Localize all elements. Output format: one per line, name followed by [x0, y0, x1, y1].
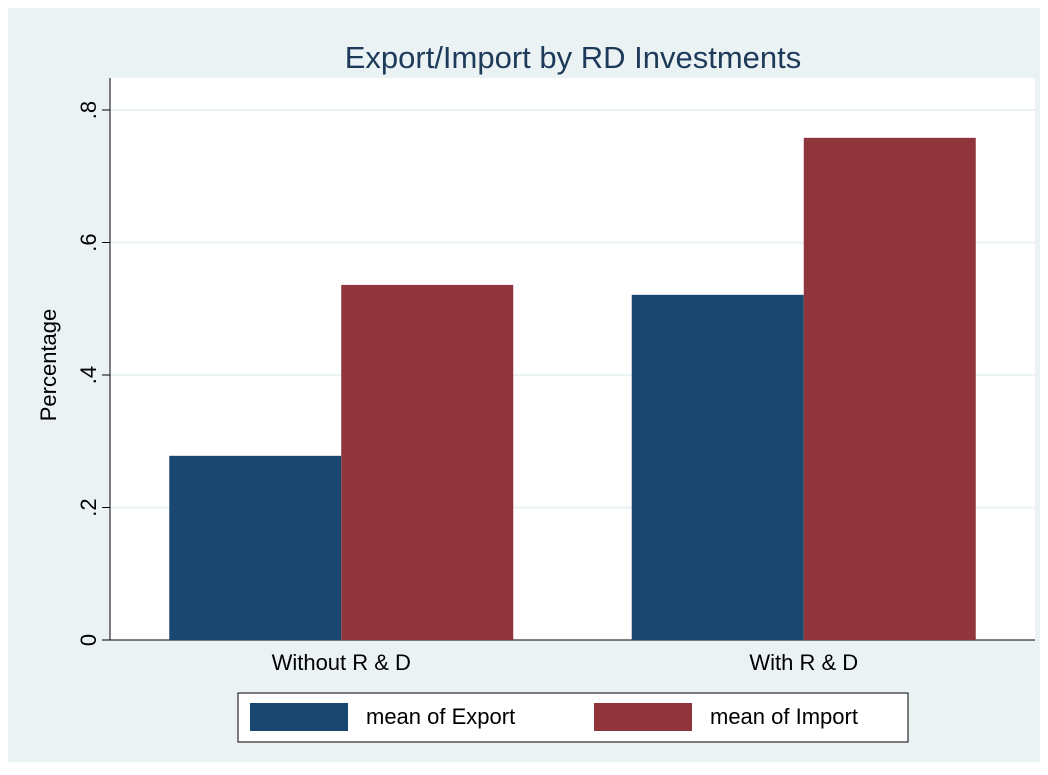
bar: [169, 455, 342, 640]
y-tick-label: .8: [76, 101, 101, 119]
legend-swatch: [594, 703, 692, 731]
y-axis-label: Percentage: [36, 309, 61, 422]
x-tick-label: Without R & D: [272, 650, 411, 675]
legend-label: mean of Import: [710, 704, 858, 729]
y-tick-label: .4: [76, 366, 101, 384]
chart-title: Export/Import by RD Investments: [345, 40, 802, 75]
x-tick-label: With R & D: [749, 650, 858, 675]
y-tick-label: .6: [76, 233, 101, 251]
bar: [341, 284, 514, 640]
legend-label: mean of Export: [366, 704, 515, 729]
legend-box: [237, 692, 909, 743]
bar: [631, 294, 804, 640]
legend-swatch: [250, 703, 348, 731]
y-tick-label: 0: [76, 634, 101, 646]
y-tick-label: .2: [76, 498, 101, 516]
bar: [803, 137, 976, 640]
